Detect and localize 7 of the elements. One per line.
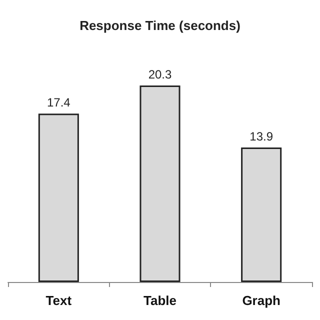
x-tick-label: Graph <box>242 293 281 308</box>
x-tick-label: Table <box>144 293 176 308</box>
data-label: 20.3 <box>148 67 172 82</box>
data-label: 13.9 <box>250 129 274 144</box>
chart-title: Response Time (seconds) <box>80 18 240 33</box>
data-label: 17.4 <box>46 96 71 110</box>
x-tick-label: Text <box>46 293 72 308</box>
